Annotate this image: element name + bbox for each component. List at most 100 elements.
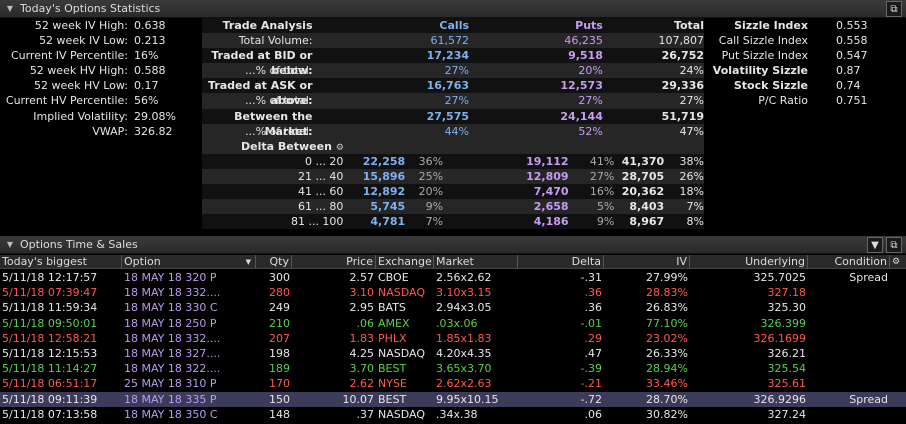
- iv-stat-value: 29.08%: [134, 109, 176, 123]
- sizzle-stats: Sizzle Index 0.553 Call Sizzle Index 0.558 P…: [708, 18, 906, 109]
- sort-descending-icon[interactable]: ▼: [245, 258, 251, 266]
- sizzle-label: P/C Ratio: [758, 94, 808, 108]
- iv-stat-row: Current HV Percentile: 56%: [0, 93, 200, 108]
- trade-option: 18 MAY 18 335 P: [124, 392, 217, 406]
- column-header-delta[interactable]: Delta: [518, 255, 604, 269]
- iv-stat-label: 52 week HV High:: [29, 64, 128, 78]
- trade-option: 18 MAY 18 327....: [124, 346, 221, 360]
- delta-row: 41 ... 60 12,892 20% 7,470 16% 20,362 18%: [202, 184, 704, 200]
- trade-option: 18 MAY 18 330 C: [124, 301, 218, 315]
- table-row[interactable]: 5/11/18 11:14:27 18 MAY 18 322.... 189 3.70…: [0, 361, 906, 376]
- table-row[interactable]: 5/11/18 07:13:58 18 MAY 18 350 C 148 .37 NAS…: [0, 407, 906, 422]
- trade-row-puts: 27%: [578, 94, 603, 108]
- trade-row-puts: 20%: [578, 64, 603, 78]
- trade-time: 5/11/18 06:51:17: [2, 377, 98, 391]
- trade-row-total: 26,752: [661, 49, 705, 63]
- delta-puts: 4,186: [533, 215, 569, 229]
- trade-qty: 148: [269, 407, 290, 421]
- table-row[interactable]: 5/11/18 09:11:39 18 MAY 18 335 P 150 10.07 B…: [0, 391, 906, 407]
- trade-exchange: BATS: [378, 301, 406, 315]
- trade-price: 2.57: [349, 271, 375, 284]
- trade-row-label: Traded at ASK or above:: [208, 79, 313, 108]
- trade-row-calls: 16,763: [426, 79, 470, 93]
- trade-analysis-row: Between the Market: 27,575 24,144 51,719: [202, 108, 704, 138]
- trade-condition: [808, 285, 890, 300]
- trade-option: 18 MAY 18 322....: [124, 362, 221, 376]
- trade-analysis: Trade Analysis Calls Puts Total Total Volume…: [202, 18, 705, 230]
- trade-qty: 249: [269, 301, 290, 315]
- trade-row-label: ...% of total:: [245, 94, 313, 108]
- delta-puts: 7,470: [533, 185, 569, 199]
- iv-stat-value: 56%: [134, 94, 159, 108]
- filter-icon[interactable]: ▼: [867, 237, 883, 253]
- column-header-option[interactable]: Option ▼: [122, 255, 256, 269]
- trade-market: .34x.38: [436, 407, 478, 421]
- column-header-label: Condition: [834, 255, 888, 268]
- trade-price: .06: [356, 316, 375, 330]
- trade-price: 3.70: [349, 362, 375, 376]
- gear-icon[interactable]: ⚙: [335, 142, 344, 153]
- table-row[interactable]: 5/11/18 06:51:17 25 MAY 18 310 P 170 2.62 NY…: [0, 376, 906, 391]
- iv-stat-value: 0.213: [134, 34, 166, 48]
- trade-time: 5/11/18 12:58:21: [2, 331, 98, 345]
- table-row[interactable]: 5/11/18 12:58:21 18 MAY 18 332.... 207 1.83…: [0, 331, 906, 346]
- column-header-market[interactable]: Market: [434, 255, 518, 269]
- trade-qty: 150: [269, 392, 290, 406]
- delta-calls-pct: 20%: [418, 185, 444, 199]
- trade-analysis-row: Total Volume: 61,572 46,235 107,807: [202, 33, 704, 49]
- popout-icon[interactable]: ⧉: [886, 237, 902, 253]
- column-header-label: Delta: [571, 255, 601, 268]
- delta-calls: 12,892: [362, 185, 406, 199]
- iv-stat-row: 52 week IV Low: 0.213: [0, 33, 200, 48]
- column-header-exchange[interactable]: Exchange: [376, 255, 434, 269]
- options-statistics: 52 week IV High: 0.638 52 week IV Low: 0.21…: [0, 18, 906, 236]
- sizzle-label: Sizzle Index: [734, 19, 808, 32]
- delta-range: 81 ... 100: [290, 215, 344, 229]
- sizzle-label: Call Sizzle Index: [718, 34, 808, 48]
- trade-delta: .36: [584, 286, 603, 300]
- trade-row-puts: 9,518: [568, 49, 603, 63]
- trade-analysis-row: Traded at BID or below: 17,234 9,518 26,752: [202, 48, 705, 77]
- table-row[interactable]: 5/11/18 12:17:57 18 MAY 18 320 P 300 2.57 CB…: [0, 270, 906, 285]
- delta-total-pct: 8%: [686, 215, 704, 229]
- tns-panel-title: Options Time & Sales: [20, 238, 138, 251]
- column-header-underlying[interactable]: Underlying: [690, 255, 808, 269]
- trade-price: 2.95: [349, 301, 375, 315]
- trade-qty: 170: [269, 377, 290, 391]
- delta-range: 61 ... 80: [297, 200, 344, 214]
- table-row[interactable]: 5/11/18 09:50:01 18 MAY 18 250 P 210 .06 AME…: [0, 316, 906, 331]
- collapse-chevron-icon[interactable]: ▼: [6, 4, 14, 13]
- sizzle-value: 0.547: [836, 49, 868, 63]
- column-header-iv[interactable]: IV: [604, 255, 690, 269]
- column-header-qty[interactable]: Qty: [256, 255, 292, 269]
- column-header-today-s-biggest[interactable]: Today's biggest: [0, 255, 122, 269]
- trade-underlying: 325.7025: [753, 271, 807, 284]
- collapse-chevron-icon[interactable]: ▼: [6, 240, 14, 249]
- table-row[interactable]: 5/11/18 07:39:47 18 MAY 18 332.... 280 3.10…: [0, 285, 906, 300]
- trade-market: 1.85x1.83: [436, 331, 492, 345]
- trade-market: 9.95x10.15: [436, 392, 499, 406]
- popout-icon[interactable]: ⧉: [886, 1, 902, 17]
- stats-panel-title: Today's Options Statistics: [20, 2, 161, 15]
- sizzle-value: 0.558: [836, 34, 868, 48]
- trade-price: 2.62: [349, 377, 375, 391]
- trade-iv: 27.99%: [646, 271, 688, 284]
- sizzle-row: Sizzle Index 0.553: [708, 18, 906, 33]
- table-row[interactable]: 5/11/18 12:15:53 18 MAY 18 327.... 198 4.25…: [0, 346, 906, 361]
- delta-calls-pct: 25%: [418, 169, 444, 183]
- delta-puts: 12,809: [526, 169, 569, 183]
- column-header-condition[interactable]: Condition: [808, 255, 890, 269]
- trade-market: 2.62x2.63: [436, 377, 492, 391]
- trade-row-puts: 24,144: [560, 109, 603, 123]
- column-header-price[interactable]: Price: [292, 255, 376, 269]
- stats-panel-header: ▼ Today's Options Statistics ⧉: [0, 0, 906, 18]
- table-row[interactable]: 5/11/18 11:59:34 18 MAY 18 330 C 249 2.95 BA…: [0, 300, 906, 315]
- trade-exchange: NASDAQ: [378, 346, 426, 360]
- column-header-label: Market: [436, 255, 474, 268]
- delta-total-pct: 38%: [679, 154, 704, 168]
- iv-stat-value: 16%: [134, 49, 159, 63]
- column-settings-gear-icon[interactable]: ⚙: [892, 257, 901, 267]
- column-header-label: Exchange: [378, 255, 432, 268]
- iv-stat-row: 52 week IV High: 0.638: [0, 18, 200, 33]
- trade-iv: 28.70%: [646, 392, 688, 406]
